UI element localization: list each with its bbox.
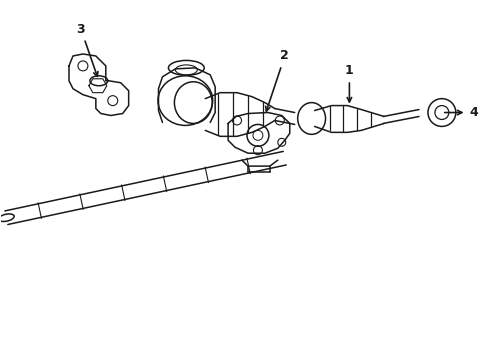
Text: 1: 1: [345, 64, 354, 102]
Text: 2: 2: [266, 49, 289, 111]
Text: 3: 3: [76, 23, 98, 76]
Text: 4: 4: [444, 106, 478, 119]
